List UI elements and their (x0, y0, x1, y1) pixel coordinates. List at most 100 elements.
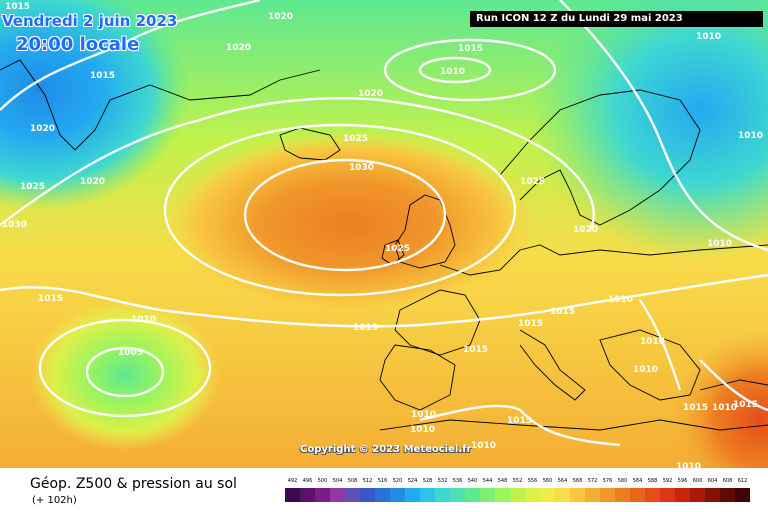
isobar-1010-south (419, 404, 621, 447)
isobar-label: 1020 (268, 12, 293, 22)
high-geopotential-southeast (670, 330, 768, 468)
isobar-label: 1015 (38, 294, 63, 304)
isobar-label: 1010 (633, 365, 658, 375)
color-scale-swatch (435, 488, 450, 502)
color-scale-tick-label: 612 (737, 478, 748, 484)
color-scale-tick-label: 600 (692, 478, 703, 484)
color-scale-tick-label: 520 (392, 478, 403, 484)
color-scale-tick-label: 568 (572, 478, 583, 484)
color-scale-tick-label: 536 (452, 478, 463, 484)
color-scale-swatch (315, 488, 330, 502)
color-scale-tick-label: 508 (347, 478, 358, 484)
isobar-1015-low-north (383, 38, 557, 102)
isobar-label-group: 1015 1020 1020 1015 1010 1015 1020 1020 … (2, 2, 763, 468)
color-scale-tick-label: 556 (527, 478, 538, 484)
color-scale-tick-label: 504 (332, 478, 343, 484)
color-scale-swatch (285, 488, 300, 502)
color-scale: 492 496 500 504 508 512 516 520 524 528 532 536 540 5… (285, 478, 751, 508)
isobar-label: 1025 (20, 182, 45, 192)
isobar-label: 1010 (676, 462, 701, 468)
color-scale-tick-label: 552 (512, 478, 523, 484)
color-scale-swatch (585, 488, 600, 502)
forecast-local-time: 20:00 locale (16, 34, 140, 55)
color-scale-tick-label: 492 (287, 478, 298, 484)
color-scale-swatch (465, 488, 480, 502)
color-scale-tick-label: 588 (647, 478, 658, 484)
north-africa-coast (379, 419, 768, 431)
color-scale-tick-label: 584 (632, 478, 643, 484)
color-scale-swatch (570, 488, 585, 502)
color-scale-swatch (330, 488, 345, 502)
color-scale-tick-label: 564 (557, 478, 568, 484)
isobar-label: 1015 (733, 400, 758, 410)
color-scale-tick-label: 532 (437, 478, 448, 484)
color-scale-tick-label: 528 (422, 478, 433, 484)
isobar-1010-balkans (639, 299, 682, 391)
color-scale-tick-label: 512 (362, 478, 373, 484)
cut-off-low-atlantic (30, 300, 220, 450)
color-scale-swatch (720, 488, 735, 502)
color-scale-swatch (630, 488, 645, 502)
color-scale-swatch (555, 488, 570, 502)
isobar-label: 1025 (520, 177, 545, 187)
isobar-label: 1005 (118, 348, 143, 358)
color-scale-tick-label: 500 (317, 478, 328, 484)
forecast-range: (+ 102h) (32, 495, 77, 506)
isobar-label: 1020 (30, 124, 55, 134)
color-scale-swatch (735, 488, 750, 502)
isobar-label: 1025 (343, 134, 368, 144)
italy-coast (519, 329, 586, 401)
low-geopotential-northwest (0, 0, 190, 210)
isobar-label: 1010 (131, 315, 156, 325)
color-scale-tick-label: 580 (617, 478, 628, 484)
color-scale-tick-label: 604 (707, 478, 718, 484)
color-scale-tick-label: 548 (497, 478, 508, 484)
color-scale-swatch (690, 488, 705, 502)
isobar-label: 1010 (738, 131, 763, 141)
model-run-info: Run ICON 12 Z du Lundi 29 mai 2023 (470, 11, 763, 27)
isobar-label: 1010 (712, 403, 737, 413)
isobar-label: 1020 (226, 43, 251, 53)
iberia-coast (379, 344, 456, 411)
parameter-title: Géop. Z500 & pression au sol (30, 476, 237, 492)
isobar-1015-southeast (699, 359, 768, 412)
greenland-coast (0, 59, 321, 151)
isobar-label: 1015 (90, 71, 115, 81)
high-geopotential-ridge (160, 130, 540, 320)
isobar-1010-east (559, 0, 768, 252)
color-scale-swatch (510, 488, 525, 502)
color-scale-tick-label: 496 (302, 478, 313, 484)
color-scale-tick-label: 596 (677, 478, 688, 484)
color-scale-swatch (600, 488, 615, 502)
color-scale-swatch (360, 488, 375, 502)
color-scale-tick-label: 544 (482, 478, 493, 484)
color-scale-swatch (390, 488, 405, 502)
ireland-coast (381, 239, 405, 266)
isobar-1020-north (0, 0, 261, 111)
isobar-label: 1010 (471, 441, 496, 451)
legend-bar: Géop. Z500 & pression au sol (+ 102h) 49… (0, 468, 768, 512)
color-scale-tick-label: 608 (722, 478, 733, 484)
isobar-label: 1030 (349, 163, 374, 173)
isobar-label: 1010 (410, 425, 435, 435)
isobar-1025 (163, 123, 517, 297)
color-scale-swatch (420, 488, 435, 502)
weather-map: 1015 1020 1020 1015 1010 1015 1020 1020 … (0, 0, 768, 468)
isobar-label: 1020 (80, 177, 105, 187)
isobar-1020-arc (0, 97, 595, 231)
color-scale-swatch (450, 488, 465, 502)
isobar-label: 1015 (353, 323, 378, 333)
isobar-1015-main (0, 273, 768, 328)
color-scale-swatch (540, 488, 555, 502)
isobar-label: 1010 (440, 67, 465, 77)
isobar-label: 1015 (5, 2, 30, 12)
color-scale-tick-label: 576 (602, 478, 613, 484)
isobar-label: 1010 (608, 295, 633, 305)
color-scale-swatch (525, 488, 540, 502)
north-europe-coast (439, 244, 768, 276)
isobar-label: 1010 (707, 239, 732, 249)
isobar-label: 1025 (385, 244, 410, 254)
color-scale-swatch (405, 488, 420, 502)
france-coast (394, 289, 481, 356)
color-scale-tick-label: 524 (407, 478, 418, 484)
